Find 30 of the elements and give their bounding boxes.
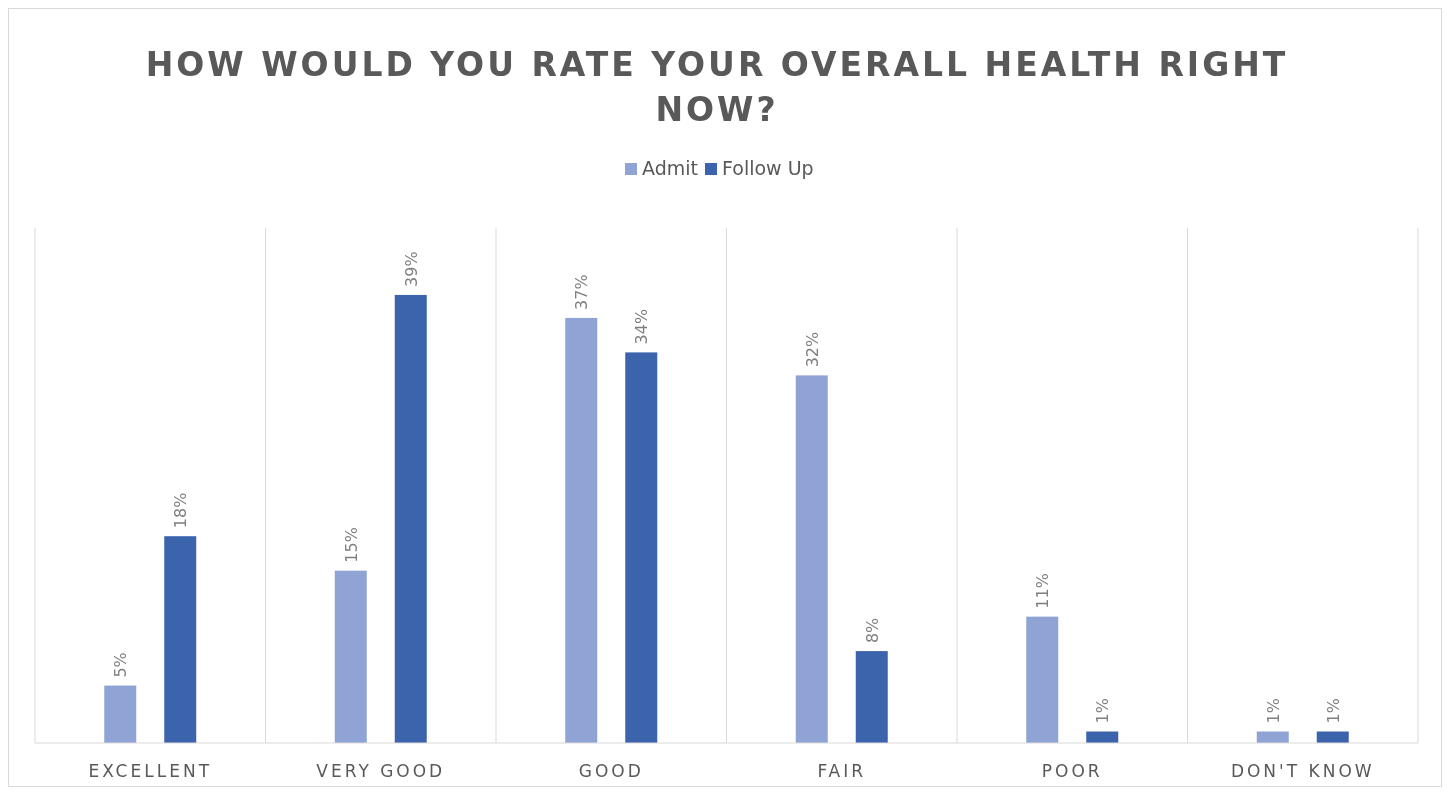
bar — [625, 352, 658, 743]
bar — [855, 651, 888, 743]
data-label: 34% — [632, 308, 652, 345]
data-label: 37% — [572, 274, 592, 310]
data-label: 18% — [171, 492, 191, 529]
data-label: 8% — [862, 617, 882, 644]
data-label: 5% — [111, 652, 131, 678]
bar — [334, 570, 367, 743]
legend-label: Admit — [642, 157, 698, 179]
bar — [1026, 616, 1059, 743]
legend-label: Follow Up — [722, 157, 814, 179]
bar — [104, 685, 137, 743]
data-label: 32% — [802, 331, 822, 368]
data-label: 39% — [401, 251, 421, 287]
bar — [565, 317, 598, 743]
x-tick-label: POOR — [1041, 761, 1103, 781]
data-label: 1% — [1323, 698, 1343, 724]
x-tick-label: GOOD — [578, 761, 644, 781]
x-tick-label: VERY GOOD — [316, 761, 446, 781]
x-tick-label: EXCELLENT — [88, 761, 213, 781]
data-label: 11% — [1033, 573, 1053, 609]
chart-title: HOW WOULD YOU RATE YOUR OVERALL HEALTH RIGHT NOW? — [145, 45, 1289, 129]
bar — [394, 294, 427, 743]
bar — [795, 375, 828, 743]
data-label: 1% — [1263, 698, 1283, 724]
data-label: 15% — [341, 527, 361, 563]
x-tick-label: FAIR — [817, 761, 867, 781]
x-tick-label: DON'T KNOW — [1230, 761, 1375, 781]
data-label: 1% — [1093, 698, 1113, 724]
bar — [164, 536, 197, 743]
